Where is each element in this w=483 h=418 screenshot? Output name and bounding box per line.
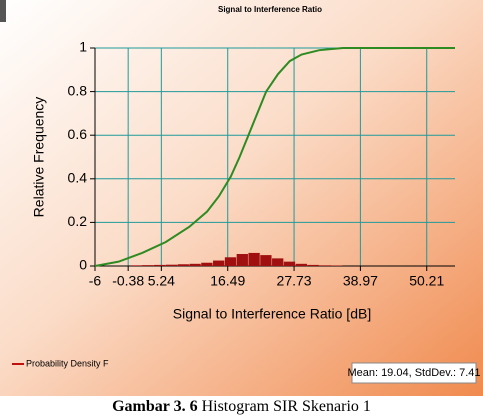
x-tick-label: 16.49 [210,273,245,289]
background [0,0,483,396]
x-tick-label: 5.24 [148,273,175,289]
x-tick-label: -0.38 [112,273,144,289]
histogram-bar [165,264,178,266]
x-axis-label: Signal to Interference Ratio [dB] [173,306,371,322]
y-tick-label: 0 [79,257,87,273]
histogram-bar [272,258,284,266]
y-tick-label: 0.2 [68,213,88,229]
histogram-bar [248,252,260,266]
x-tick-label: 27.73 [277,273,312,289]
caption: Gambar 3. 6 Histogram SIR Skenario 1 [0,396,483,418]
caption-label: Gambar 3. 6 [112,398,198,415]
histogram-bar [213,260,225,266]
histogram-bar [189,263,201,266]
y-tick-label: 0.8 [68,82,88,98]
histogram-bar [154,264,166,266]
chart: Signal to Interference Ratio Signal to I… [0,0,483,396]
x-tick-label: 50.21 [409,273,444,289]
histogram-bar [260,255,272,266]
histogram-bar [177,264,189,266]
annotation: Mean: 19.04, StdDev.: 7.41 [347,367,480,379]
caption-text: Histogram SIR Skenario 1 [201,398,371,415]
y-tick-label: 1 [79,39,87,55]
y-tick-label: 0.4 [68,170,88,186]
histogram-bar [319,265,331,266]
histogram-bar [130,265,142,266]
cdf-line [94,47,455,267]
histogram-bar [307,264,319,266]
annotation-box [351,362,477,384]
chart-title: Signal to Interference Ratio [218,5,322,14]
histogram-bar [224,257,237,266]
histogram-bar [283,261,296,266]
histogram-bar [142,265,154,266]
histogram-bar [201,262,213,266]
x-tick-label: 38.97 [343,273,378,289]
x-tick-label: -6 [89,273,102,289]
legend-label: Probability Density F [26,358,109,368]
histogram-bar [295,263,307,266]
y-axis-label: Relative Frequency [31,97,47,218]
y-tick-label: 0.6 [68,126,88,142]
corner [0,0,6,22]
histogram-bar [236,254,248,266]
